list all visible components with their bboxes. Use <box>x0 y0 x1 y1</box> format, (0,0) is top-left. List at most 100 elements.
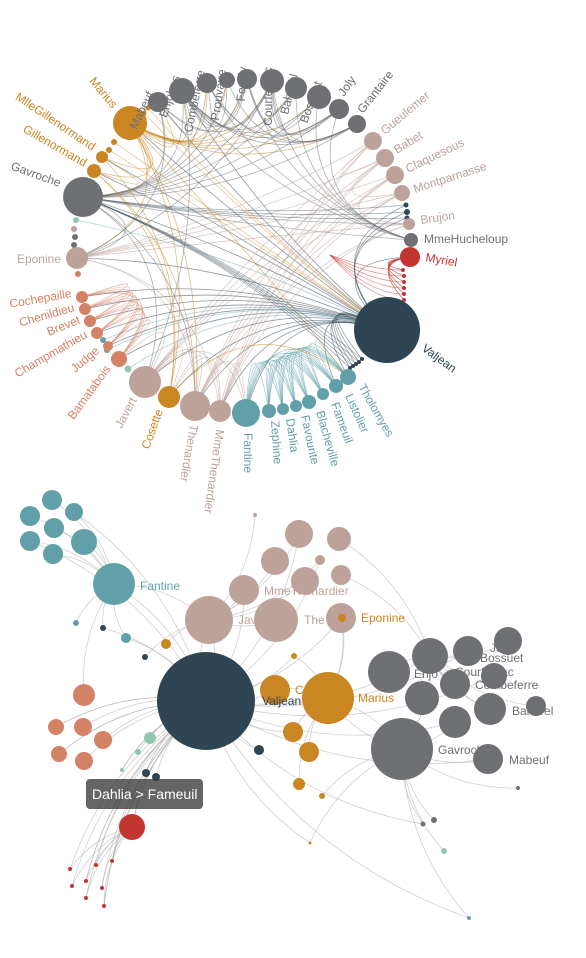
minor-node[interactable] <box>142 769 150 777</box>
node-thenardier[interactable] <box>180 391 210 421</box>
minor-node[interactable] <box>526 696 546 716</box>
node-mabeuf[interactable] <box>148 92 168 112</box>
minor-node[interactable] <box>73 217 79 223</box>
minor-node[interactable] <box>75 752 93 770</box>
node-dahlia[interactable] <box>277 403 289 415</box>
node-mme-thenardier[interactable] <box>254 598 298 642</box>
minor-node[interactable] <box>106 147 112 153</box>
node-eponine[interactable] <box>66 247 88 269</box>
minor-node[interactable] <box>291 653 297 659</box>
node-mlle-gillenormand[interactable] <box>96 151 108 163</box>
minor-node[interactable] <box>516 786 520 790</box>
node-tholomyes[interactable] <box>340 369 356 385</box>
minor-node[interactable] <box>75 271 81 277</box>
node-mabeuf[interactable] <box>473 744 503 774</box>
node-cosette[interactable] <box>260 675 290 705</box>
minor-node[interactable] <box>357 360 361 364</box>
circular-graph-nodes[interactable] <box>63 69 420 427</box>
minor-node[interactable] <box>20 531 40 551</box>
node-fantine[interactable] <box>93 563 135 605</box>
minor-node[interactable] <box>402 298 406 302</box>
minor-node[interactable] <box>161 639 171 649</box>
minor-node[interactable] <box>368 651 410 693</box>
node-fantine[interactable] <box>232 399 260 427</box>
node-joly[interactable] <box>329 99 349 119</box>
minor-node[interactable] <box>467 916 471 920</box>
minor-node[interactable] <box>441 848 447 854</box>
minor-node[interactable] <box>402 292 406 296</box>
node-bamatabois[interactable] <box>111 351 127 367</box>
node-myriel[interactable] <box>119 814 145 840</box>
node-combeferre[interactable] <box>197 73 217 93</box>
minor-node[interactable] <box>253 513 257 517</box>
minor-node[interactable] <box>48 719 64 735</box>
node-brujon[interactable] <box>403 218 415 230</box>
node-bahorel[interactable] <box>285 77 307 99</box>
minor-node[interactable] <box>291 567 319 595</box>
node-courfeyrac[interactable] <box>440 669 470 699</box>
node-fameuil[interactable] <box>317 388 329 400</box>
node-enjolras[interactable] <box>169 78 195 104</box>
minor-node[interactable] <box>94 731 112 749</box>
node-brevet[interactable] <box>84 315 96 327</box>
minor-node[interactable] <box>72 234 78 240</box>
node-javert[interactable] <box>129 366 161 398</box>
minor-node[interactable] <box>405 681 439 715</box>
minor-node[interactable] <box>70 884 74 888</box>
node-blacheville[interactable] <box>302 395 316 409</box>
minor-node[interactable] <box>254 745 264 755</box>
node-gueulemer[interactable] <box>364 132 382 150</box>
minor-node[interactable] <box>402 274 406 278</box>
node-bahorel[interactable] <box>474 693 506 725</box>
minor-node[interactable] <box>351 364 355 368</box>
node-mme-hucheloup[interactable] <box>404 233 418 247</box>
minor-node[interactable] <box>51 746 67 762</box>
node-gillenormand[interactable] <box>87 164 101 178</box>
node-bossuet[interactable] <box>307 85 331 109</box>
minor-node[interactable] <box>142 654 148 660</box>
node-prouvaire[interactable] <box>219 72 235 88</box>
minor-node[interactable] <box>331 565 351 585</box>
node-myriel[interactable] <box>400 247 420 267</box>
minor-node[interactable] <box>299 742 319 762</box>
node-favourite[interactable] <box>290 400 302 412</box>
minor-node[interactable] <box>71 529 97 555</box>
node-valjean[interactable] <box>157 652 255 750</box>
minor-node[interactable] <box>229 575 259 605</box>
minor-node[interactable] <box>44 518 64 538</box>
node-zephine[interactable] <box>262 404 276 418</box>
minor-node[interactable] <box>20 506 40 526</box>
node-eponine[interactable] <box>338 614 346 622</box>
minor-node[interactable] <box>360 357 364 361</box>
minor-node[interactable] <box>144 732 156 744</box>
minor-node[interactable] <box>84 896 88 900</box>
minor-node[interactable] <box>401 268 405 272</box>
minor-node[interactable] <box>439 706 471 738</box>
minor-node[interactable] <box>402 286 406 290</box>
node-judge[interactable] <box>103 341 113 351</box>
minor-node[interactable] <box>283 722 303 742</box>
minor-node[interactable] <box>74 718 92 736</box>
minor-node[interactable] <box>100 625 106 631</box>
minor-node[interactable] <box>43 544 63 564</box>
node-courfeyrac[interactable] <box>260 69 284 93</box>
minor-node[interactable] <box>315 555 325 565</box>
minor-node[interactable] <box>73 620 79 626</box>
node-cosette[interactable] <box>158 386 180 408</box>
minor-node[interactable] <box>65 503 83 521</box>
node-babet[interactable] <box>376 149 394 167</box>
minor-node[interactable] <box>293 778 305 790</box>
force-graph-nodes[interactable] <box>20 490 546 920</box>
minor-node[interactable] <box>327 527 351 551</box>
node-enjolras[interactable] <box>412 638 448 674</box>
node-gavroche[interactable] <box>371 718 433 780</box>
node-marius[interactable] <box>113 106 147 140</box>
minor-node[interactable] <box>94 863 98 867</box>
node-cochepaille[interactable] <box>76 291 88 303</box>
node-listolier[interactable] <box>329 379 343 393</box>
node-grantaire[interactable] <box>348 115 366 133</box>
node-joly[interactable] <box>494 627 522 655</box>
minor-node[interactable] <box>100 337 106 343</box>
node-valjean[interactable] <box>354 297 420 363</box>
